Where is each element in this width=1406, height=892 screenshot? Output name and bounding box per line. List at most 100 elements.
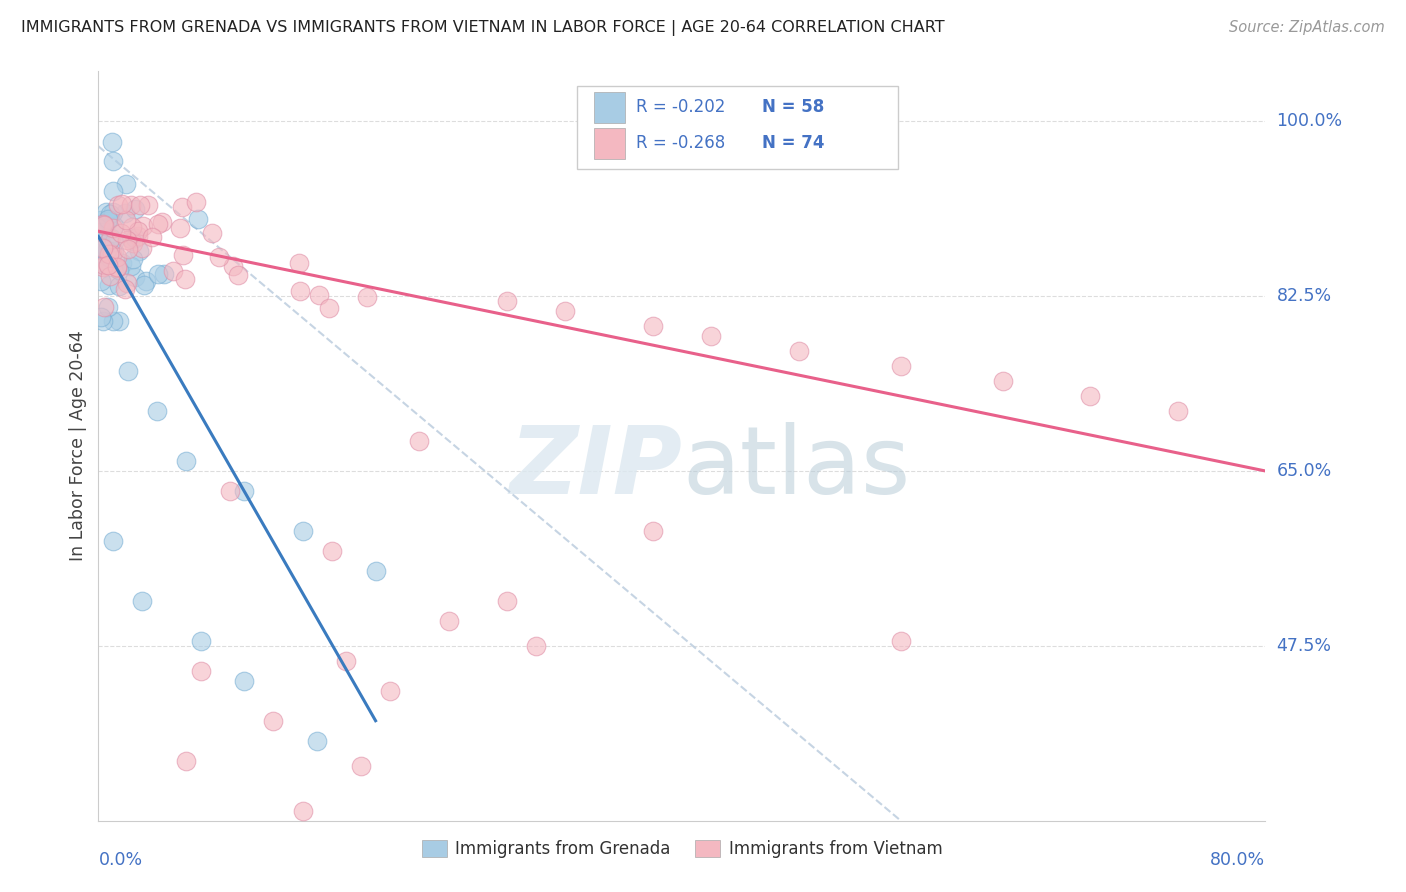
Point xyxy=(380,683,402,698)
Point xyxy=(101,247,124,261)
Point xyxy=(93,219,115,233)
Point xyxy=(115,233,138,247)
Point xyxy=(146,404,169,418)
FancyBboxPatch shape xyxy=(595,92,624,123)
Text: R = -0.202: R = -0.202 xyxy=(637,98,725,116)
Point xyxy=(97,214,120,228)
Point xyxy=(169,221,191,235)
Point xyxy=(90,220,112,235)
Point xyxy=(108,262,131,277)
Point xyxy=(93,258,115,272)
Text: Source: ZipAtlas.com: Source: ZipAtlas.com xyxy=(1229,20,1385,35)
Point xyxy=(117,242,139,256)
Text: 47.5%: 47.5% xyxy=(1277,637,1331,655)
Text: N = 58: N = 58 xyxy=(762,98,825,116)
Point xyxy=(110,227,132,241)
Point xyxy=(787,344,810,359)
Point xyxy=(221,259,243,273)
Point xyxy=(226,268,249,282)
Text: 0.0%: 0.0% xyxy=(98,851,142,869)
Point xyxy=(101,154,124,169)
Point xyxy=(554,304,576,318)
Text: ZIP: ZIP xyxy=(509,423,682,515)
Point xyxy=(173,272,195,286)
Point xyxy=(91,217,114,231)
Point xyxy=(131,594,153,608)
Point xyxy=(172,201,194,215)
Text: atlas: atlas xyxy=(682,423,910,515)
Point xyxy=(1167,404,1189,418)
Point xyxy=(120,231,142,245)
Y-axis label: In Labor Force | Age 20-64: In Labor Force | Age 20-64 xyxy=(69,331,87,561)
Point xyxy=(190,633,212,648)
Point xyxy=(111,256,134,270)
Point xyxy=(90,235,112,250)
Point xyxy=(233,483,256,498)
Text: 82.5%: 82.5% xyxy=(1277,287,1331,305)
Point xyxy=(103,235,125,250)
Point xyxy=(496,294,519,309)
Point xyxy=(97,211,120,226)
Point xyxy=(186,211,208,226)
Point xyxy=(101,221,124,235)
Point xyxy=(96,243,118,257)
Point xyxy=(148,218,170,232)
Text: 65.0%: 65.0% xyxy=(1277,462,1331,480)
Point xyxy=(101,314,124,328)
Point xyxy=(141,230,163,244)
Point xyxy=(101,533,124,548)
Point xyxy=(208,250,231,264)
Point xyxy=(122,235,145,250)
Point xyxy=(91,254,114,268)
Point xyxy=(114,213,136,227)
Point xyxy=(114,205,136,219)
Point xyxy=(129,197,152,211)
Point xyxy=(90,212,112,227)
Text: 100.0%: 100.0% xyxy=(1277,112,1343,130)
Text: IMMIGRANTS FROM GRENADA VS IMMIGRANTS FROM VIETNAM IN LABOR FORCE | AGE 20-64 CO: IMMIGRANTS FROM GRENADA VS IMMIGRANTS FR… xyxy=(21,20,945,36)
Point xyxy=(97,246,120,260)
Point xyxy=(105,261,128,276)
Point xyxy=(121,252,143,267)
Point xyxy=(190,664,212,678)
FancyBboxPatch shape xyxy=(595,128,624,159)
Text: N = 74: N = 74 xyxy=(762,135,825,153)
Point xyxy=(124,231,146,245)
Point xyxy=(120,259,142,273)
FancyBboxPatch shape xyxy=(576,87,898,169)
Point xyxy=(97,278,120,293)
Point xyxy=(90,310,112,325)
Point xyxy=(105,250,128,264)
Point xyxy=(364,564,387,578)
Point xyxy=(91,240,114,254)
Point xyxy=(135,274,157,288)
Point xyxy=(890,633,912,648)
Point xyxy=(108,279,131,293)
Point xyxy=(128,244,150,258)
Point xyxy=(890,359,912,373)
Point xyxy=(146,268,169,282)
Point xyxy=(233,673,256,688)
Point xyxy=(98,232,121,246)
Point xyxy=(174,454,197,468)
Point xyxy=(152,215,174,229)
Point xyxy=(98,269,121,284)
Point xyxy=(103,204,125,219)
Point xyxy=(335,654,357,668)
Point xyxy=(127,228,149,243)
Point xyxy=(93,314,115,328)
Point xyxy=(291,524,314,538)
Text: R = -0.268: R = -0.268 xyxy=(637,135,725,153)
Point xyxy=(132,219,155,234)
Point xyxy=(1080,389,1102,403)
Point xyxy=(162,264,184,278)
Point xyxy=(218,483,240,498)
Point xyxy=(127,224,149,238)
Point xyxy=(97,258,120,272)
Point xyxy=(124,202,146,217)
Point xyxy=(91,260,114,274)
Point xyxy=(291,804,314,818)
Point xyxy=(120,198,142,212)
Point xyxy=(114,282,136,296)
Point xyxy=(105,260,128,274)
